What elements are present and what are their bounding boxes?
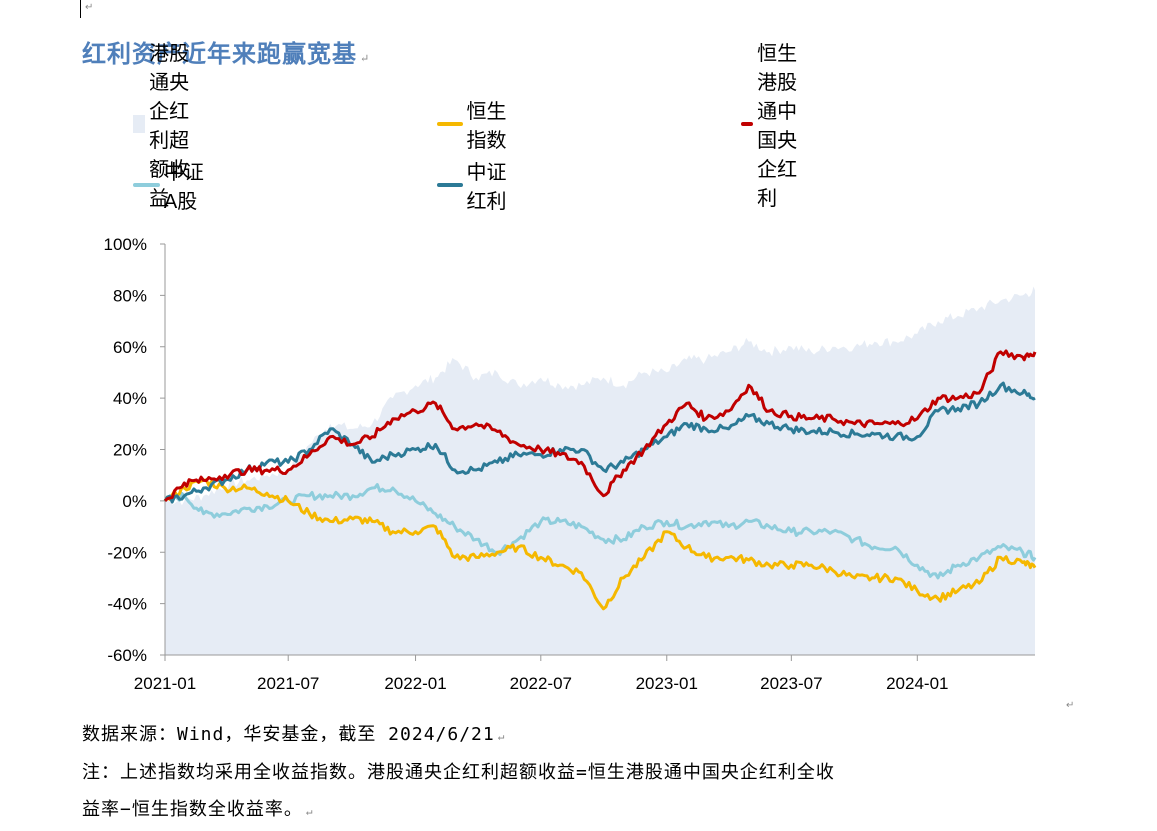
footnote-text-1: 注：上述指数均采用全收益指数。港股通央企红利超额收益=恒生港股通中国央企红利全收 [82,762,835,783]
legend-swatch [437,183,463,187]
y-tick-label: 40% [113,389,147,408]
y-tick-label: 100% [104,235,147,254]
x-tick-label: 2022-07 [510,674,572,693]
y-tick-label: 80% [113,286,147,305]
x-tick-label: 2024-01 [886,674,948,693]
legend-swatch [437,122,463,126]
legend-item-csi-dividend: 中证红利 [437,162,509,213]
paragraph-mark-icon: ↵ [360,52,371,65]
paragraph-mark-icon: ↵ [1066,700,1075,711]
footnote-line-1: 注：上述指数均采用全收益指数。港股通央企红利超额收益=恒生港股通中国央企红利全收 [82,758,835,784]
y-tick-label: 20% [113,441,147,460]
legend-label: 港股通央企红利超额收益 [149,43,190,210]
legend-item-csi-ashare: 中证A股 [133,162,205,213]
paragraph-mark-icon: ↵ [85,2,94,13]
legend-item-hsi: 恒生指数 [437,101,509,152]
legend-swatch [133,183,160,187]
source-note: 数据来源：Wind，华安基金，截至 2024/6/21 ↵ [82,720,505,746]
legend-swatch [741,122,754,126]
legend-swatch [133,115,146,133]
footnote-line-2: 益率−恒生指数全收益率。 ↵ [82,795,313,821]
paragraph-mark-icon: ↵ [305,805,314,818]
page-title: 红利资产近年来跑赢宽基 ↵ [82,34,370,69]
series-line-csi-dividend [163,381,1036,504]
page-title-text: 红利资产近年来跑赢宽基 [82,39,357,68]
legend-label: 恒生指数 [466,101,507,152]
paragraph-mark-icon: ↵ [497,730,506,743]
y-tick-label: 60% [113,338,147,357]
text-cursor [80,0,81,18]
y-tick-label: -40% [107,595,147,614]
series-line-csi-ashare [163,483,1037,580]
y-tick-label: -60% [107,646,147,665]
legend-label: 恒生港股通中国央企红利 [757,43,798,210]
legend-label: 中证A股 [163,162,204,213]
legend-label: 中证红利 [466,162,507,213]
y-tick-label: -20% [107,543,147,562]
series-area-excess-return [165,286,1035,655]
x-tick-label: 2023-01 [636,674,698,693]
series-line-hsi [163,478,1037,611]
x-tick-label: 2021-01 [134,674,196,693]
footnote-text-2: 益率−恒生指数全收益率。 [82,799,303,820]
legend-item-excess: 港股通央企红利超额收益 [133,43,205,210]
legend-item-soe-dividend: 恒生港股通中国央企红利 [741,43,813,210]
x-tick-label: 2021-07 [257,674,319,693]
series-line-soe-dividend [163,349,1037,503]
y-tick-label: 0% [122,492,147,511]
x-tick-label: 2023-07 [760,674,822,693]
source-text: 数据来源：Wind，华安基金，截至 2024/6/21 [82,724,495,745]
x-tick-label: 2022-01 [384,674,446,693]
